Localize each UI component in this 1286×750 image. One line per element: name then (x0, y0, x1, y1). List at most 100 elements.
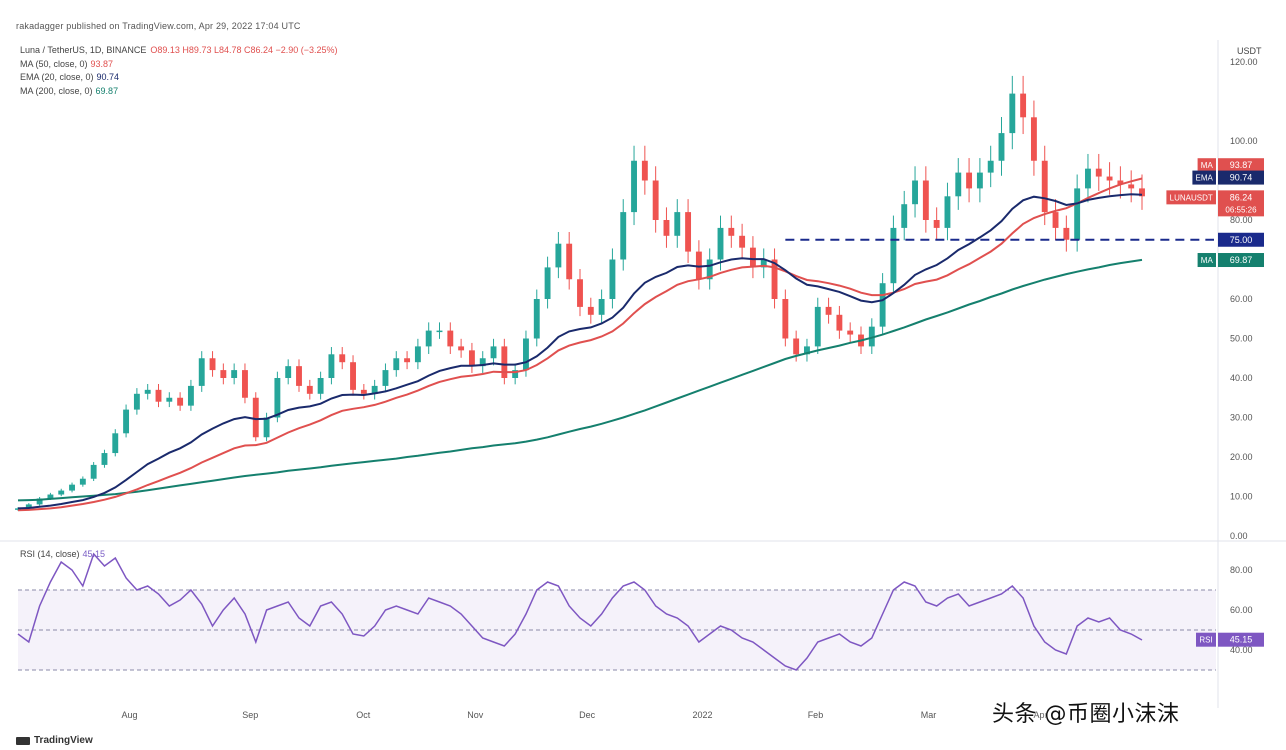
badge-value: 86.24 (1230, 192, 1253, 202)
candle-body (793, 338, 800, 355)
candle-body (944, 196, 951, 228)
candle-body (69, 484, 75, 491)
candle-body (836, 314, 843, 331)
candle-body (901, 204, 908, 228)
candle-body (825, 306, 832, 315)
badge-name-bg (1166, 190, 1216, 205)
y-tick-label: 80.00 (1230, 215, 1253, 225)
candle-body (1095, 168, 1102, 177)
price-badge: LUNAUSDT 86.24 06:55:26 (1166, 190, 1264, 217)
candle-body (533, 299, 540, 339)
candle-body (317, 378, 324, 394)
legend-symbol-row: Luna / TetherUS, 1D, BINANCE O89.13 H89.7… (20, 44, 338, 58)
rsi-tick-label: 60.00 (1230, 605, 1253, 615)
candle-body (360, 389, 367, 394)
candle-body (804, 346, 810, 355)
candle-body (166, 397, 173, 402)
candle-body (414, 346, 421, 363)
candle-body (306, 385, 313, 394)
candle-body (1052, 212, 1059, 228)
candle-body (847, 330, 854, 335)
candle-body (263, 417, 270, 438)
candle-body (490, 346, 497, 359)
candle-body (674, 212, 681, 236)
candle-body (652, 180, 659, 220)
rsi-line (17, 552, 1143, 671)
rsi-tick-label: 80.00 (1230, 565, 1253, 575)
x-tick-label: Feb (808, 710, 824, 720)
candle-body (479, 358, 486, 367)
x-tick-label: Dec (579, 710, 596, 720)
candle-body (58, 490, 65, 495)
candle-body (25, 504, 32, 509)
badge-value-bg (1218, 170, 1264, 185)
ema20-value: 90.74 (96, 72, 120, 82)
price-badge: MA 93.87 (1197, 158, 1264, 173)
candle-body (252, 397, 259, 438)
x-tick-label: Aug (121, 710, 137, 720)
candle-body (706, 259, 713, 280)
candle-body (187, 385, 194, 406)
candle-body (868, 326, 875, 347)
candle-body (1041, 160, 1048, 213)
legend-ma200-row: MA (200, close, 0) 69.87 (20, 85, 338, 99)
badge-name: MA (1201, 161, 1214, 170)
ema20-line (17, 193, 1143, 510)
candle-body (458, 346, 465, 351)
candle-body (1030, 117, 1037, 161)
legend-ema20-row: EMA (20, close, 0) 90.74 (20, 71, 338, 85)
candle-body (47, 494, 54, 499)
candle-body (1074, 188, 1081, 240)
ma50-value: 93.87 (90, 58, 114, 69)
x-tick-label: Oct (356, 710, 371, 720)
candle-body (728, 227, 735, 236)
tradingview-icon (16, 736, 30, 745)
candle-body (468, 350, 475, 367)
tradingview-label: TradingView (34, 735, 93, 746)
candle-body (36, 498, 43, 505)
tradingview-logo: TradingView (16, 735, 93, 746)
x-tick-label: Mar (921, 710, 937, 720)
badge-value: 90.74 (1230, 173, 1253, 183)
ma200-value: 69.87 (95, 85, 119, 96)
candle-body (123, 409, 130, 434)
candle-body (955, 172, 962, 197)
candle-body (90, 464, 97, 479)
candle-body (231, 370, 238, 378)
candle-body (663, 220, 670, 236)
rsi-badge: RSI 45.15 (1196, 632, 1264, 647)
symbol-label: Luna / TetherUS, 1D, BINANCE (20, 45, 147, 55)
candle-body (501, 346, 508, 378)
candle-body (1117, 180, 1124, 185)
candle-body (177, 397, 184, 406)
candle-body (285, 366, 292, 378)
rsi-badge-name-bg (1196, 632, 1216, 647)
ma50-line (17, 177, 1143, 512)
y-tick-label: 30.00 (1230, 413, 1253, 423)
candle-body (922, 180, 929, 220)
candle-body (512, 370, 519, 378)
badge-value-bg (1218, 190, 1264, 217)
ma200-label: MA (200, close, 0) (20, 85, 93, 96)
candle-body (425, 330, 432, 347)
badge-name-bg (1192, 170, 1216, 185)
candle-body (1106, 176, 1113, 181)
candle-body (1063, 227, 1070, 240)
candle-body (598, 299, 605, 315)
y-tick-label: 10.00 (1230, 492, 1253, 502)
x-tick-label: Sep (242, 710, 258, 720)
x-tick-label: Nov (467, 710, 484, 720)
candle-body (198, 358, 205, 386)
candle-body (436, 330, 443, 333)
candle-body (987, 160, 994, 173)
candle-body (577, 279, 583, 307)
candle-body (350, 362, 356, 390)
candle-body (912, 180, 918, 205)
badge-name: MA (1201, 256, 1214, 265)
candle-body (371, 385, 378, 394)
candle-body (739, 235, 746, 248)
candle-body (620, 212, 627, 260)
candle-body (631, 160, 637, 213)
candles-group (15, 75, 1145, 511)
